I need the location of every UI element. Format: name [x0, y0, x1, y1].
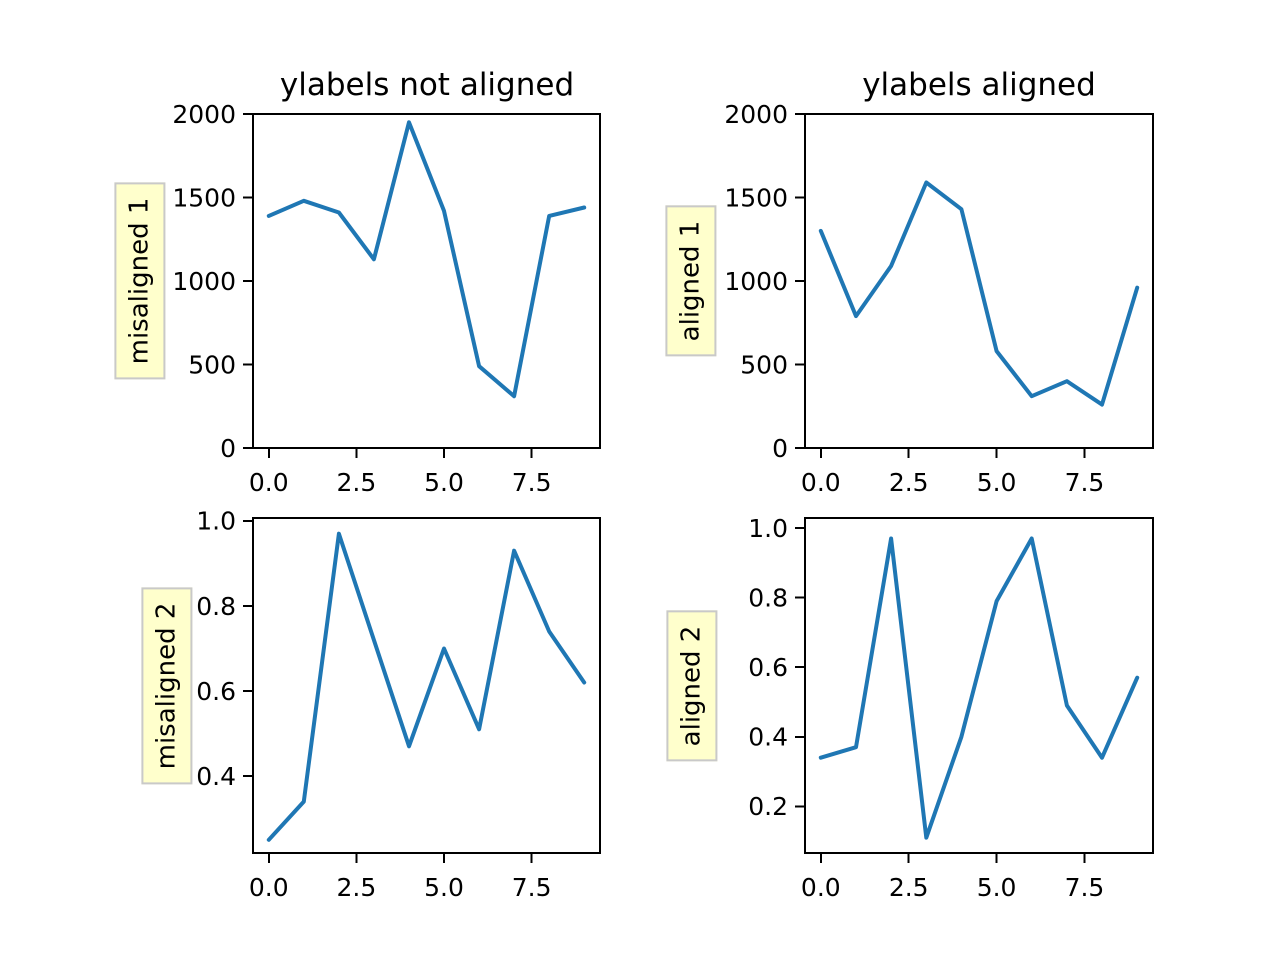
x-tick-label: 0.0: [249, 873, 289, 902]
y-tick-label: 0.6: [748, 653, 788, 682]
y-tick-label: 2000: [172, 100, 236, 129]
y-tick-label: 1500: [172, 183, 236, 212]
x-tick-label: 0.0: [801, 468, 841, 497]
y-tick-label: 500: [188, 350, 236, 379]
subplot-top-right: 0.0 2.5 5.0 7.5 0 500 1000 1500 2000: [724, 100, 1154, 497]
column-title-not-aligned: ylabels not aligned: [279, 67, 575, 103]
y-tick-label: 500: [740, 350, 788, 379]
x-tick-label: 0.0: [249, 468, 289, 497]
y-tick-label: 0.4: [748, 723, 788, 752]
x-tick-label: 5.0: [977, 873, 1017, 902]
x-tick-label: 5.0: [424, 873, 464, 902]
y-tick-label: 1.0: [196, 507, 236, 536]
x-tick-label: 5.0: [424, 468, 464, 497]
ylabel-misaligned-1: misaligned 1: [114, 182, 166, 380]
y-tick-label: 1000: [724, 267, 788, 296]
y-tick-label: 0.2: [748, 792, 788, 821]
subplot-bottom-left: 0.0 2.5 5.0 7.5 0.4 0.6 0.8 1.0: [196, 507, 601, 902]
x-tick-label: 2.5: [337, 873, 377, 902]
y-tick-label: 0.6: [196, 677, 236, 706]
y-tick-label: 1.0: [748, 514, 788, 543]
y-tick-label: 0.4: [196, 762, 236, 791]
y-tick-label: 0: [220, 434, 236, 463]
column-title-aligned: ylabels aligned: [862, 67, 1096, 103]
x-tick-label: 7.5: [512, 468, 552, 497]
y-tick-label: 0.8: [196, 592, 236, 621]
data-line: [818, 180, 1140, 407]
ylabel-misaligned-2: misaligned 2: [141, 587, 193, 785]
data-line: [818, 536, 1140, 840]
axes-frame: [252, 517, 601, 854]
y-tick-label: 1000: [172, 267, 236, 296]
axes-frame: [804, 517, 1154, 854]
data-line: [266, 531, 587, 842]
x-tick-label: 2.5: [337, 468, 377, 497]
x-tick-label: 0.0: [801, 873, 841, 902]
y-tick-label: 0.8: [748, 583, 788, 612]
x-tick-label: 2.5: [889, 468, 929, 497]
x-tick-label: 7.5: [512, 873, 552, 902]
x-tick-label: 7.5: [1065, 468, 1105, 497]
subplot-top-left: 0.0 2.5 5.0 7.5 0 500 1000 1500 2000: [172, 100, 601, 497]
ylabel-aligned-2: aligned 2: [666, 610, 718, 762]
x-tick-label: 5.0: [977, 468, 1017, 497]
ylabel-aligned-1: aligned 1: [665, 205, 717, 357]
y-tick-label: 0: [772, 434, 788, 463]
y-tick-label: 1500: [724, 183, 788, 212]
data-line: [266, 120, 587, 399]
x-tick-label: 7.5: [1065, 873, 1105, 902]
x-tick-label: 2.5: [889, 873, 929, 902]
y-tick-label: 2000: [724, 100, 788, 129]
subplot-bottom-right: 0.0 2.5 5.0 7.5 0.2 0.4 0.6 0.8 1.0: [748, 514, 1154, 902]
